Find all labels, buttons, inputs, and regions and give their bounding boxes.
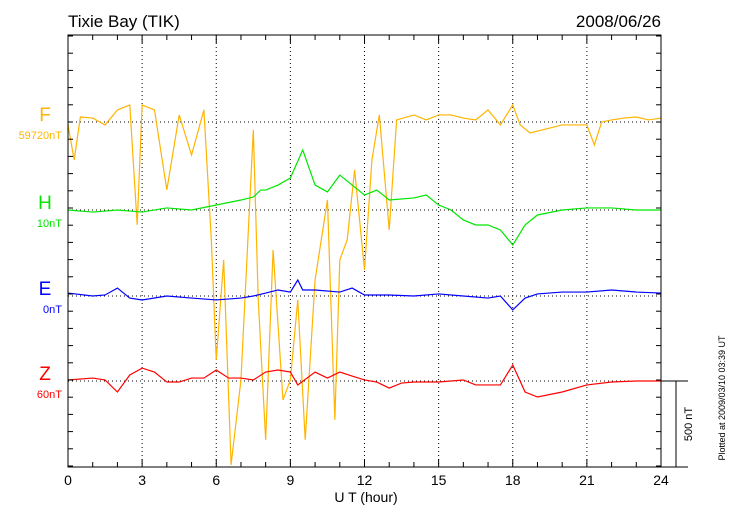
x-axis-label: U T (hour)	[334, 489, 397, 505]
x-tick-label: 12	[357, 472, 373, 488]
series-name-E: E	[39, 279, 52, 300]
scale-bar	[661, 380, 688, 468]
series-baseline-E: 0nT	[43, 304, 62, 316]
x-tick-label: 0	[64, 472, 72, 488]
series-baseline-F: 59720nT	[19, 130, 63, 142]
scale-bar-label: 500 nT	[683, 407, 695, 442]
x-tick-label: 18	[505, 472, 521, 488]
series-name-Z: Z	[39, 364, 51, 385]
chart-date: 2008/06/26	[576, 12, 661, 31]
series-baseline-Z: 60nT	[37, 389, 62, 401]
series-line-E	[67, 278, 662, 311]
x-tick-label: 9	[286, 472, 294, 488]
x-tick-label: 21	[579, 472, 595, 488]
plotted-note: Plotted at 2009/03/10 03:39 UT	[717, 335, 727, 461]
x-tick-label: 6	[212, 472, 220, 488]
chart-title: Tixie Bay (TIK)	[68, 12, 180, 31]
x-tick-label: 15	[431, 472, 447, 488]
series-line-H	[67, 148, 661, 246]
series-line-Z	[67, 363, 661, 398]
x-tick-label: 3	[138, 472, 146, 488]
series-baseline-H: 10nT	[37, 218, 62, 230]
series-name-H: H	[38, 193, 52, 214]
x-tick-label: 24	[653, 472, 669, 488]
series-name-F: F	[39, 105, 51, 126]
series-line-F	[67, 103, 662, 465]
